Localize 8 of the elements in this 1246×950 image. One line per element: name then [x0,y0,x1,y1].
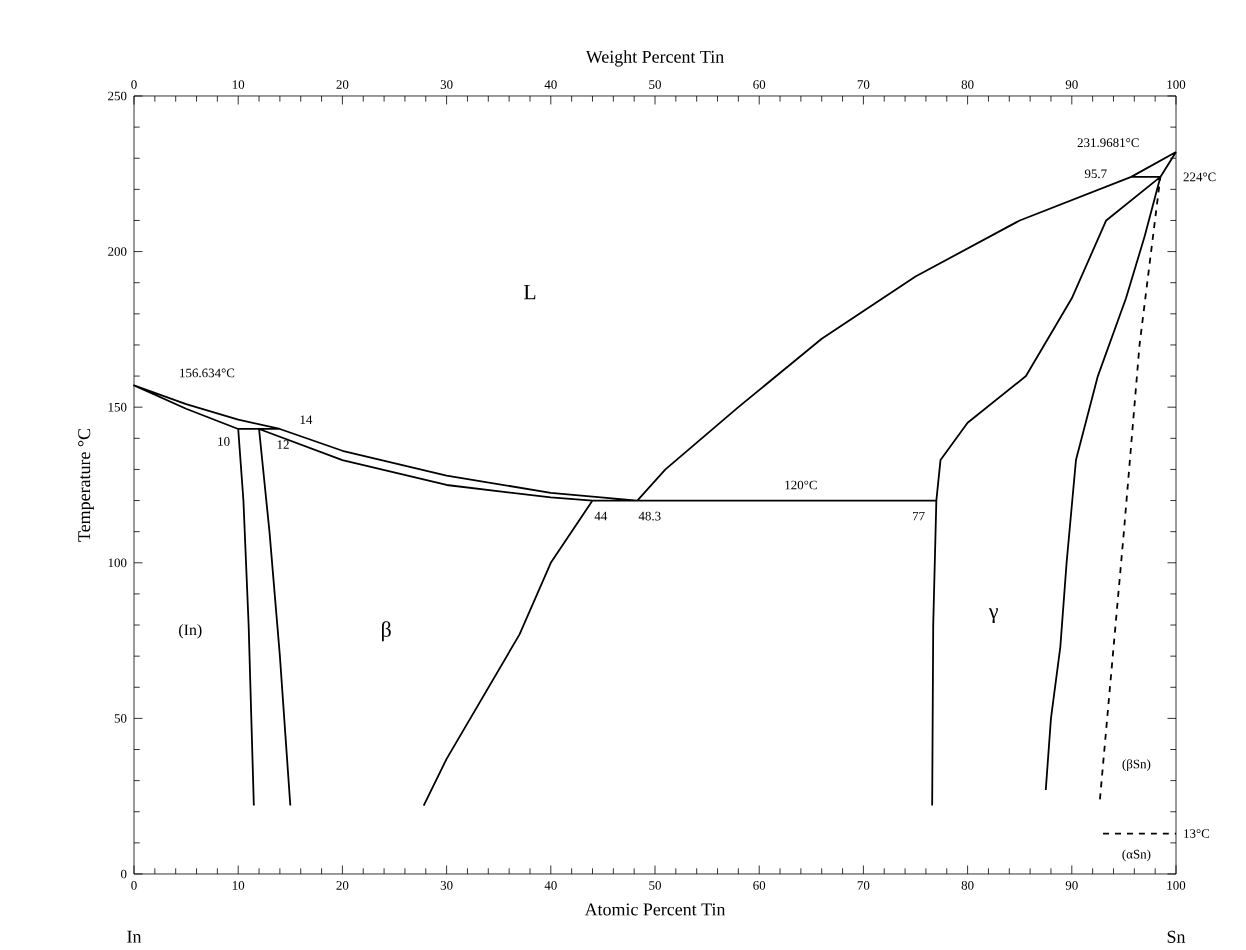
text: Sn [1167,931,1186,944]
annotation: L [523,285,536,300]
annotation: γ [988,608,998,624]
text: In [127,931,142,943]
y-axis-title: Temperature °C [78,429,94,542]
x-axis-title: Atomic Percent Tin [584,903,726,916]
annotation: β [382,621,391,642]
x2-axis-title: Weight Percent Tin [585,50,724,67]
